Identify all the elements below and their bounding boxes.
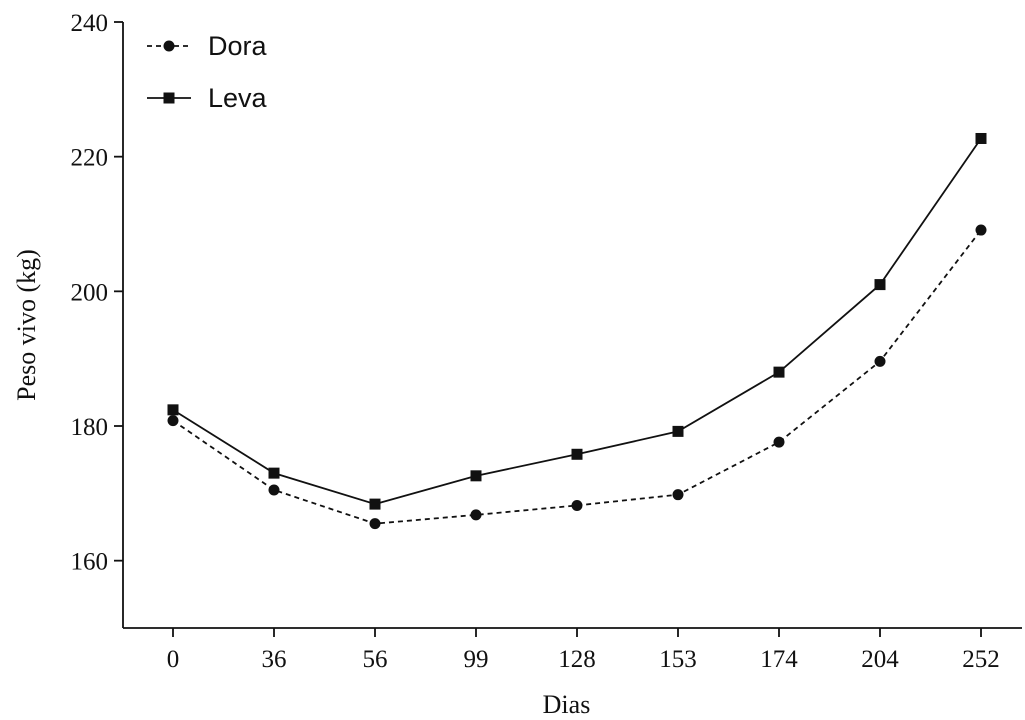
x-axis-title: Dias bbox=[543, 690, 591, 719]
legend-marker-leva bbox=[163, 92, 175, 104]
data-point-leva bbox=[167, 404, 179, 416]
legend: Dora Leva bbox=[147, 31, 268, 113]
axes bbox=[122, 22, 1022, 629]
x-tick-label: 99 bbox=[464, 646, 489, 673]
data-point-dora bbox=[268, 484, 280, 496]
data-point-leva bbox=[672, 425, 684, 437]
data-point-leva bbox=[268, 467, 280, 479]
data-point-dora bbox=[167, 415, 179, 427]
x-tick-label: 128 bbox=[558, 646, 596, 673]
y-tick-label: 160 bbox=[71, 549, 109, 576]
legend-label-dora: Dora bbox=[208, 31, 268, 61]
x-ticks: 0 36 56 99 128 153 174 204 252 bbox=[167, 628, 1000, 673]
data-point-leva bbox=[773, 366, 785, 378]
data-point-dora bbox=[975, 224, 987, 236]
data-point-dora bbox=[571, 499, 583, 511]
data-point-leva bbox=[874, 279, 886, 291]
data-point-leva bbox=[975, 132, 987, 144]
legend-item-dora: Dora bbox=[147, 31, 268, 61]
data-point-dora bbox=[672, 489, 684, 501]
data-point-dora bbox=[773, 436, 785, 448]
data-point-leva bbox=[571, 448, 583, 460]
x-tick-label: 153 bbox=[659, 646, 697, 673]
x-tick-label: 252 bbox=[962, 646, 1000, 673]
series-line-dora bbox=[172, 229, 982, 525]
y-tick-label: 220 bbox=[71, 145, 109, 172]
y-ticks: 160 180 200 220 240 bbox=[71, 10, 123, 576]
data-point-dora bbox=[874, 355, 886, 367]
x-tick-label: 0 bbox=[167, 646, 180, 673]
y-tick-label: 240 bbox=[71, 10, 109, 37]
legend-label-leva: Leva bbox=[208, 83, 268, 113]
legend-marker-dora bbox=[163, 40, 175, 52]
series-layer bbox=[167, 132, 987, 530]
data-point-dora bbox=[369, 518, 381, 530]
y-tick-label: 200 bbox=[71, 279, 109, 306]
series-leva bbox=[167, 132, 987, 510]
data-point-leva bbox=[470, 470, 482, 482]
y-axis-title: Peso vivo (kg) bbox=[12, 249, 41, 401]
series-dora bbox=[167, 224, 987, 530]
legend-item-leva: Leva bbox=[147, 83, 268, 113]
data-point-leva bbox=[369, 498, 381, 510]
x-tick-label: 36 bbox=[262, 646, 287, 673]
data-point-dora bbox=[470, 509, 482, 521]
x-tick-label: 204 bbox=[861, 646, 899, 673]
y-tick-label: 180 bbox=[71, 414, 109, 441]
x-tick-label: 174 bbox=[760, 646, 798, 673]
x-tick-label: 56 bbox=[363, 646, 388, 673]
